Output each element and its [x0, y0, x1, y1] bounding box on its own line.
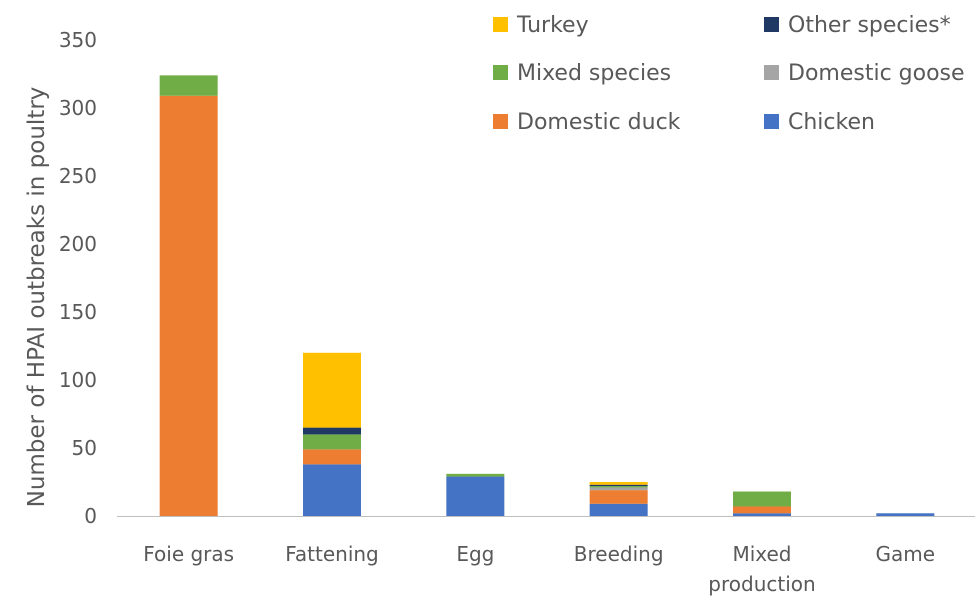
bar-egg-chicken [446, 476, 505, 516]
legend-swatch-turkey [493, 17, 508, 32]
bar-fattening-other-species [303, 427, 361, 435]
y-tick-label-100: 100 [59, 368, 97, 392]
y-axis-ticks: 0 50 100 150 200 250 300 350 [59, 28, 97, 528]
bar-mixed-production-chicken [733, 513, 791, 516]
legend-item-turkey: Turkey [493, 13, 589, 38]
legend: Turkey Other species* Mixed species Domesti… [493, 13, 965, 135]
bar-breeding-chicken [589, 503, 648, 516]
y-tick-label-250: 250 [59, 164, 97, 188]
x-tick-label-game: Game [876, 542, 936, 566]
bar-fattening-mixed-species [303, 434, 361, 450]
bar-breeding-domestic-goose [589, 487, 648, 491]
legend-item-domestic-duck: Domestic duck [493, 110, 681, 135]
y-tick-label-350: 350 [59, 28, 97, 52]
y-tick-label-150: 150 [59, 300, 97, 324]
y-tick-label-300: 300 [59, 96, 97, 120]
bar-breeding-mixed-species [589, 486, 648, 488]
legend-item-mixed-species: Mixed species [493, 61, 671, 86]
x-tick-label-egg: Egg [456, 542, 494, 566]
x-axis-ticks: Foie gras Fattening Egg Breeding Mixed produc… [143, 542, 935, 596]
bar-fattening-domestic-duck [303, 449, 361, 465]
bars [159, 75, 935, 516]
bar-foie-gras-domestic-duck [159, 95, 218, 516]
bar-fattening-turkey [303, 352, 361, 428]
bar-breeding-other-species [589, 484, 648, 487]
bar-egg-mixed-species [446, 473, 505, 477]
legend-label-chicken: Chicken [788, 110, 875, 135]
x-tick-label-breeding: Breeding [574, 542, 664, 566]
legend-swatch-domestic-duck [493, 114, 508, 129]
legend-label-turkey: Turkey [516, 13, 589, 38]
x-tick-label-mixed-production: Mixed production [708, 542, 815, 596]
bar-breeding-domestic-duck [589, 490, 648, 504]
y-axis-title: Number of HPAI outbreaks in poultry [24, 87, 50, 508]
legend-swatch-mixed-species [493, 65, 508, 80]
legend-label-mixed-species: Mixed species [517, 61, 671, 86]
bar-mixed-production-mixed-species [733, 491, 791, 507]
y-tick-label-200: 200 [59, 232, 97, 256]
legend-swatch-other-species [764, 17, 779, 32]
bar-fattening-chicken [303, 464, 361, 516]
legend-label-domestic-duck: Domestic duck [517, 110, 681, 135]
bar-foie-gras-mixed-species [159, 75, 218, 96]
y-tick-label-0: 0 [84, 504, 97, 528]
x-tick-label-fattening: Fattening [285, 542, 379, 566]
legend-item-domestic-goose: Domestic goose [764, 61, 965, 86]
legend-item-chicken: Chicken [764, 110, 875, 135]
bar-game-chicken [876, 513, 935, 516]
x-tick-label-foie-gras: Foie gras [143, 542, 234, 566]
bar-breeding-turkey [589, 482, 648, 485]
legend-label-other-species: Other species* [788, 13, 951, 38]
legend-item-other-species: Other species* [764, 13, 951, 38]
legend-label-domestic-goose: Domestic goose [788, 61, 965, 86]
bar-mixed-production-domestic-duck [733, 506, 791, 514]
y-tick-label-50: 50 [72, 436, 97, 460]
legend-swatch-domestic-goose [764, 65, 779, 80]
legend-swatch-chicken [764, 114, 779, 129]
